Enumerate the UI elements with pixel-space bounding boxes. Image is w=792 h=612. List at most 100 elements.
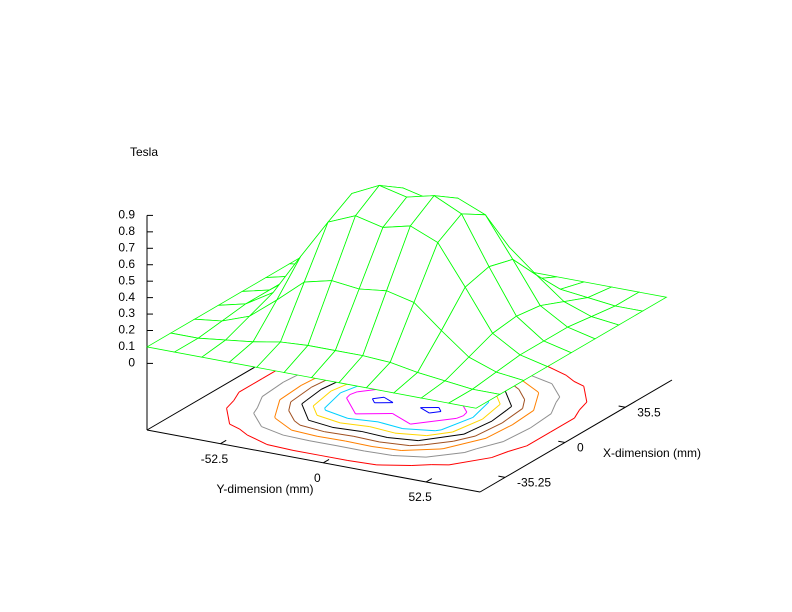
contour-line bbox=[253, 412, 262, 427]
z-tick-label: 0.2 bbox=[118, 323, 135, 337]
contour-line bbox=[306, 388, 322, 401]
contour-line bbox=[239, 428, 248, 436]
contour-line bbox=[452, 418, 483, 433]
contour-line bbox=[347, 460, 377, 466]
contour-line bbox=[261, 426, 284, 436]
contour-line bbox=[574, 409, 580, 419]
contour-line bbox=[324, 392, 341, 409]
contour-line bbox=[301, 399, 307, 405]
contour-line bbox=[463, 430, 472, 435]
contour-line bbox=[464, 448, 477, 453]
contour-line bbox=[456, 415, 464, 419]
contour-line bbox=[301, 403, 309, 421]
contour-line bbox=[383, 396, 394, 404]
z-tick-label: 0.8 bbox=[118, 224, 135, 238]
contour-line bbox=[320, 454, 348, 462]
contour-line bbox=[340, 422, 370, 428]
contour-line bbox=[345, 440, 373, 447]
contour-line bbox=[369, 426, 396, 434]
contour-line bbox=[288, 410, 295, 422]
z-tick-label: 0.6 bbox=[118, 257, 135, 271]
contour-line bbox=[308, 419, 333, 428]
contour-line bbox=[503, 427, 531, 442]
contour-line bbox=[555, 396, 561, 403]
contour-line bbox=[371, 398, 375, 404]
contour-line bbox=[349, 391, 358, 396]
contour-line bbox=[551, 383, 561, 398]
contour-line bbox=[346, 394, 351, 399]
contour-line bbox=[387, 437, 419, 442]
contour-line bbox=[392, 454, 427, 458]
contour-line bbox=[418, 433, 465, 442]
contour-line bbox=[423, 440, 454, 446]
contour-line bbox=[579, 401, 588, 411]
contour-line bbox=[409, 444, 424, 447]
contour-line bbox=[474, 422, 503, 437]
contour-line bbox=[299, 424, 325, 433]
contour-line bbox=[470, 420, 493, 432]
y-tick-label: -52.5 bbox=[201, 452, 229, 466]
z-tick-label: 0.4 bbox=[118, 290, 135, 304]
contour-line bbox=[266, 443, 294, 451]
contour-line bbox=[291, 429, 318, 437]
contour-line bbox=[410, 417, 457, 425]
contour-line bbox=[420, 407, 430, 414]
z-tick-label: 0.5 bbox=[118, 273, 135, 287]
contour-line bbox=[550, 417, 575, 433]
contour-line bbox=[324, 407, 326, 411]
x-tick-label: -35.25 bbox=[517, 476, 551, 490]
contour-line bbox=[361, 430, 388, 439]
contour-line bbox=[282, 434, 310, 442]
contour-line bbox=[425, 452, 465, 458]
y-tick-label: 52.5 bbox=[408, 490, 432, 504]
contour-line bbox=[292, 449, 321, 456]
contour-line bbox=[312, 390, 332, 407]
x-axis-label: X-dimension (mm) bbox=[603, 446, 701, 460]
contour-line bbox=[364, 450, 393, 456]
contour-line bbox=[346, 397, 356, 415]
contour-line bbox=[573, 380, 585, 387]
contour-line bbox=[316, 414, 341, 424]
contour-line bbox=[256, 396, 263, 409]
contour-line bbox=[504, 389, 513, 407]
axis-line bbox=[479, 379, 673, 493]
contour-line bbox=[226, 408, 231, 425]
contour-line bbox=[332, 426, 362, 432]
contour-line bbox=[376, 464, 412, 467]
contour-line bbox=[309, 440, 338, 447]
x-tick bbox=[498, 475, 506, 478]
contour-line bbox=[253, 407, 258, 414]
contour-line bbox=[353, 435, 380, 443]
contour-line bbox=[274, 416, 276, 419]
contour-line bbox=[402, 428, 436, 432]
contour-line bbox=[347, 417, 379, 423]
contour-line bbox=[453, 435, 476, 442]
z-tick-label: 0.7 bbox=[118, 240, 135, 254]
z-tick-label: 0.9 bbox=[118, 208, 135, 222]
contour-line bbox=[512, 410, 534, 426]
contour-line bbox=[522, 399, 526, 409]
contour-line bbox=[495, 394, 501, 405]
contour-line bbox=[426, 431, 453, 437]
z-tick-label: 0.1 bbox=[118, 339, 135, 353]
y-axis-label: Y-dimension (mm) bbox=[217, 482, 314, 496]
x-tick-label: 35.5 bbox=[637, 405, 661, 419]
contour-line bbox=[401, 448, 441, 452]
contour-line bbox=[438, 407, 442, 412]
contour-line bbox=[325, 409, 348, 419]
contour-line bbox=[521, 379, 539, 393]
contour-line bbox=[501, 408, 523, 424]
x-tick bbox=[618, 405, 626, 408]
contour-line bbox=[294, 420, 301, 426]
contour-line bbox=[583, 386, 588, 403]
contour-line bbox=[288, 401, 292, 411]
contour-line bbox=[507, 445, 528, 452]
contour-line bbox=[274, 399, 281, 418]
contour-line bbox=[226, 400, 235, 409]
contour-line bbox=[443, 437, 487, 450]
contour-line bbox=[537, 391, 540, 394]
contour-line bbox=[372, 396, 385, 400]
contour-line bbox=[279, 385, 302, 401]
contour-line bbox=[530, 374, 553, 385]
